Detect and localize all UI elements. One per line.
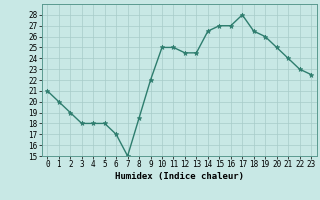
X-axis label: Humidex (Indice chaleur): Humidex (Indice chaleur) [115,172,244,181]
